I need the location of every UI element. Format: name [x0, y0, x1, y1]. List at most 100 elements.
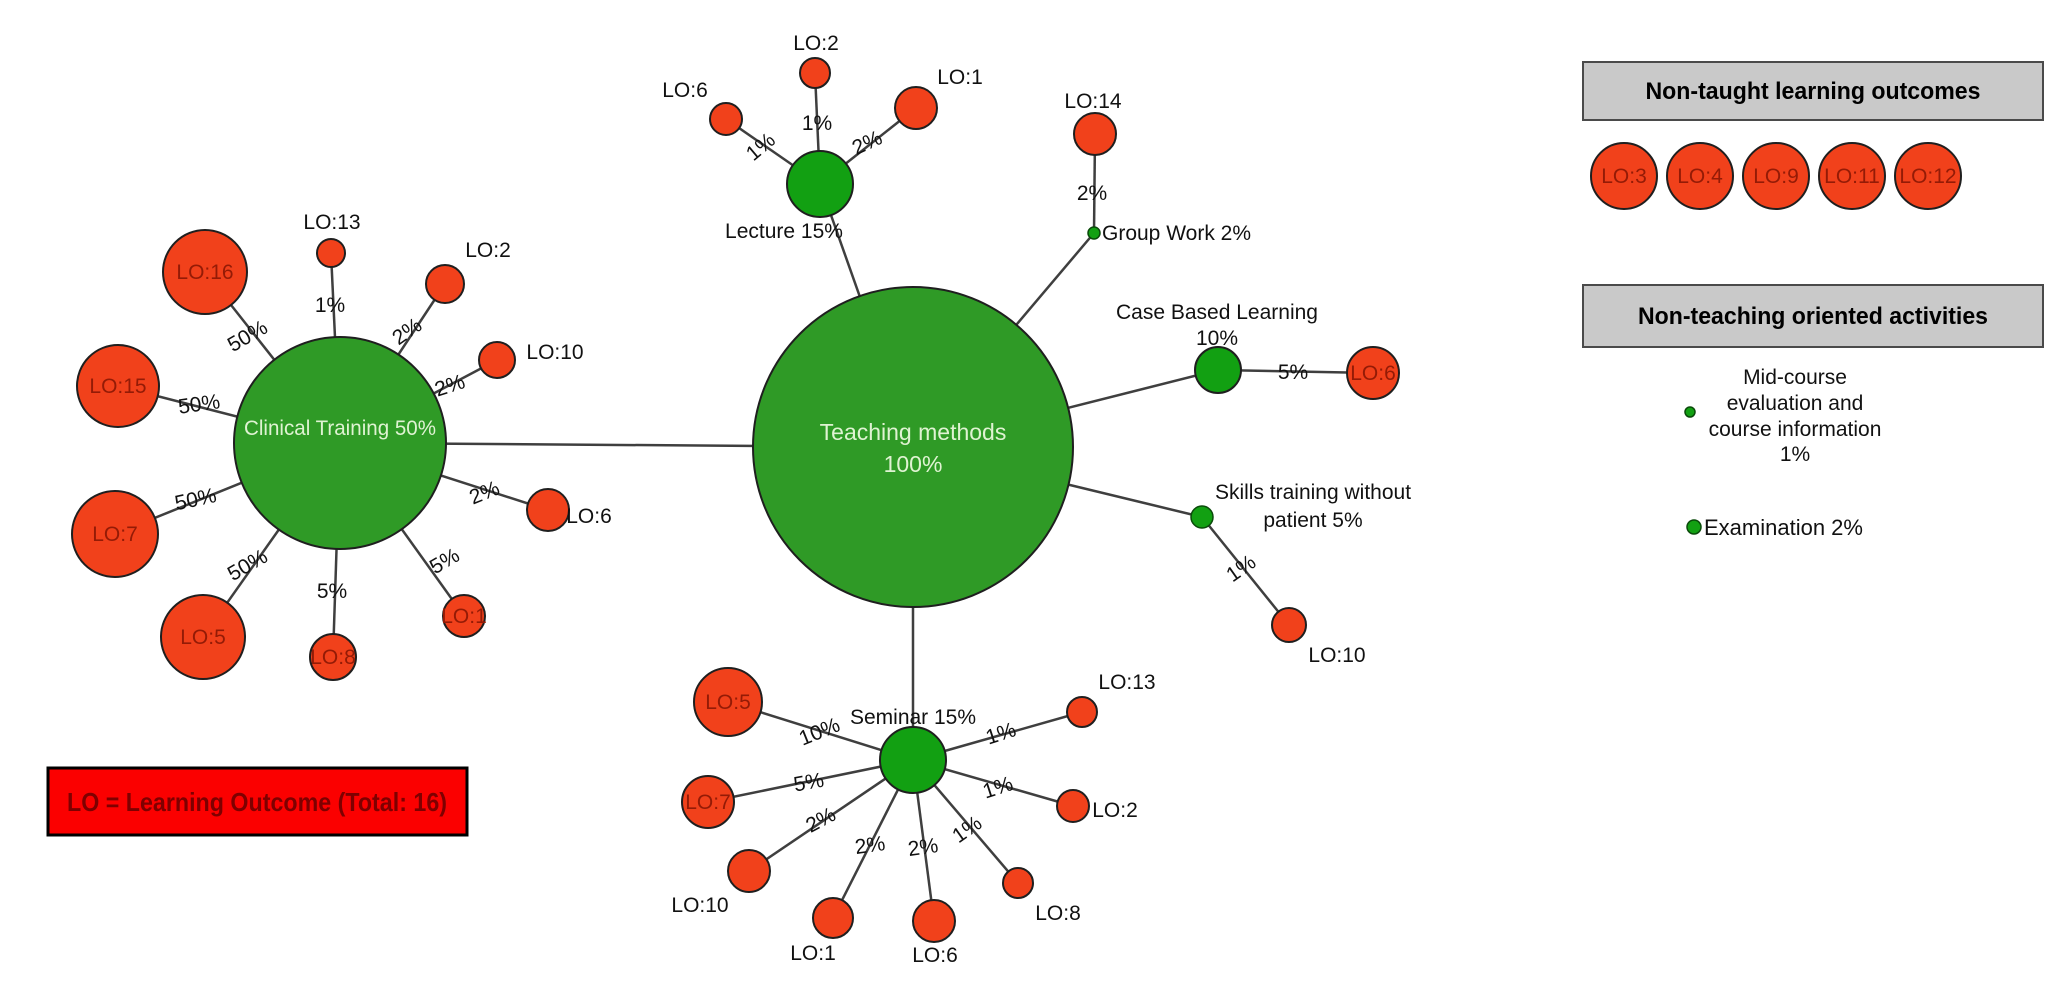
clinical-lo6-pct: 2% — [466, 477, 503, 510]
seminar-lo7-label: LO:7 — [685, 791, 731, 814]
lecture-lo2-pct: 1% — [802, 112, 832, 135]
midcourse-pct: 1% — [1780, 443, 1810, 466]
seminar-lo13-node — [1066, 696, 1098, 728]
clinical-lo10-node — [478, 341, 516, 379]
seminar-lo8-pct: 1% — [948, 812, 986, 848]
legend-lo11-node — [1818, 142, 1886, 210]
clinical-lo13-pct: 1% — [315, 294, 345, 317]
seminar-node — [879, 726, 947, 794]
note-box — [46, 766, 469, 837]
lecture-lo1-pct: 2% — [849, 126, 886, 160]
lecture-lo6-node — [709, 102, 743, 136]
case-lo6-node — [1346, 346, 1400, 400]
clinical-lo2-label: LO:2 — [465, 239, 511, 262]
case-based-pct: 10% — [1196, 327, 1238, 350]
teaching-methods-title: Teaching methods — [820, 419, 1007, 445]
midcourse-dot — [1684, 406, 1696, 418]
seminar-lo2-label: LO:2 — [1092, 799, 1138, 822]
seminar-label: Seminar 15% — [850, 706, 976, 729]
legend-lo4-label: LO:4 — [1677, 165, 1723, 188]
clinical-lo16-label: LO:16 — [176, 261, 233, 284]
clinical-lo1-label: LO:1 — [441, 605, 487, 628]
teaching-methods-node — [752, 286, 1074, 608]
clinical-lo8-node — [309, 633, 357, 681]
lecture-lo2-node — [799, 57, 831, 89]
lecture-lo2-label: LO:2 — [793, 32, 839, 55]
clinical-lo13-node — [316, 238, 346, 268]
seminar-lo1-node — [812, 897, 854, 939]
legend-non-teaching-header-box — [1582, 284, 2044, 348]
legend-non-taught-title: Non-taught learning outcomes — [1646, 78, 1981, 105]
seminar-lo10-label: LO:10 — [671, 894, 728, 917]
legend-non-taught-header-box — [1582, 61, 2044, 121]
edge-seminar-lo7 — [707, 758, 914, 804]
clinical-lo10-pct: 2% — [432, 370, 468, 401]
teaching-methods-pct: 100% — [884, 451, 943, 477]
clinical-lo15-node — [76, 344, 160, 428]
lecture-node — [786, 150, 854, 218]
clinical-training-node — [233, 336, 447, 550]
clinical-lo2-node — [425, 264, 465, 304]
seminar-lo5-pct: 10% — [796, 713, 844, 750]
examination-dot — [1686, 519, 1702, 535]
clinical-lo7-label: LO:7 — [92, 523, 138, 546]
seminar-lo6-label: LO:6 — [912, 944, 958, 967]
lecture-lo6-label: LO:6 — [662, 79, 708, 102]
note-text: LO = Learning Outcome (Total: 16) — [67, 787, 447, 817]
groupwork-node — [1087, 226, 1101, 240]
clinical-lo10-label: LO:10 — [526, 341, 583, 364]
groupwork-lo14-label: LO:14 — [1064, 90, 1122, 113]
clinical-lo8-pct: 5% — [317, 580, 347, 603]
skills-training-node — [1190, 505, 1214, 529]
note-group: LO = Learning Outcome (Total: 16) — [46, 766, 469, 837]
groupwork-label: Group Work 2% — [1102, 222, 1251, 245]
midcourse-line2: evaluation and — [1727, 392, 1864, 415]
groupwork-lo14-node — [1073, 112, 1117, 156]
seminar-lo7-node — [681, 775, 735, 829]
legend-lo3-node — [1590, 142, 1658, 210]
seminar-lo10-node — [727, 849, 771, 893]
clinical-lo15-pct: 50% — [177, 390, 222, 419]
clinical-training-label: Clinical Training 50% — [244, 417, 436, 440]
seminar-lo6-pct: 2% — [906, 834, 939, 861]
legend-lo11-label: LO:11 — [1824, 165, 1880, 188]
other-outcomes: LO:14 2% LO:6 5% LO:10 1% — [1064, 90, 1400, 667]
lecture-lo1-label: LO:1 — [937, 66, 983, 89]
legend-lo9-label: LO:9 — [1753, 165, 1799, 188]
clinical-lo6-label: LO:6 — [566, 505, 612, 528]
groupwork-lo14-pct: 2% — [1077, 182, 1107, 205]
seminar-lo6-node — [912, 899, 956, 943]
clinical-lo7-node — [71, 490, 159, 578]
case-based-node — [1194, 346, 1242, 394]
legend-non-teaching: Non-teaching oriented activities Mid-cou… — [1582, 284, 2044, 540]
lecture-label: Lecture 15% — [725, 220, 843, 243]
legend-lo12-label: LO:12 — [1899, 165, 1956, 188]
clinical-lo6-node — [526, 488, 570, 532]
seminar-lo7-pct: 5% — [792, 769, 826, 797]
legend-non-teaching-title: Non-teaching oriented activities — [1638, 303, 1988, 330]
seminar-outcomes: LO:5 10% LO:7 5% LO:10 2% LO:1 2% LO:6 2… — [671, 667, 1156, 967]
seminar-lo5-node — [693, 667, 763, 737]
legend-lo12-node — [1894, 142, 1962, 210]
clinical-lo1-pct: 5% — [426, 544, 464, 579]
legend-lo4-node — [1666, 142, 1734, 210]
seminar-lo13-pct: 1% — [983, 718, 1019, 749]
skills-lo10-label: LO:10 — [1308, 644, 1365, 667]
lecture-outcomes: LO:6 1% LO:2 1% LO:1 2% — [662, 32, 983, 166]
legend-lo9-node — [1742, 142, 1810, 210]
midcourse-line1: Mid-course — [1743, 366, 1847, 389]
skills-training-label-line2: patient 5% — [1263, 509, 1362, 532]
legend-non-taught: Non-taught learning outcomes LO:3 LO:4 L… — [1582, 61, 2044, 210]
clinical-lo5-node — [160, 594, 246, 680]
midcourse-line3: course information — [1709, 418, 1882, 441]
clinical-lo16-pct: 50% — [224, 316, 272, 357]
case-lo6-pct: 5% — [1278, 361, 1308, 384]
examination-label: Examination 2% — [1704, 515, 1863, 540]
seminar-lo13-label: LO:13 — [1098, 671, 1155, 694]
clinical-lo15-label: LO:15 — [89, 375, 146, 398]
skills-training-label-line1: Skills training without — [1215, 481, 1411, 504]
seminar-lo1-label: LO:1 — [790, 942, 836, 965]
seminar-lo1-pct: 2% — [853, 832, 886, 859]
